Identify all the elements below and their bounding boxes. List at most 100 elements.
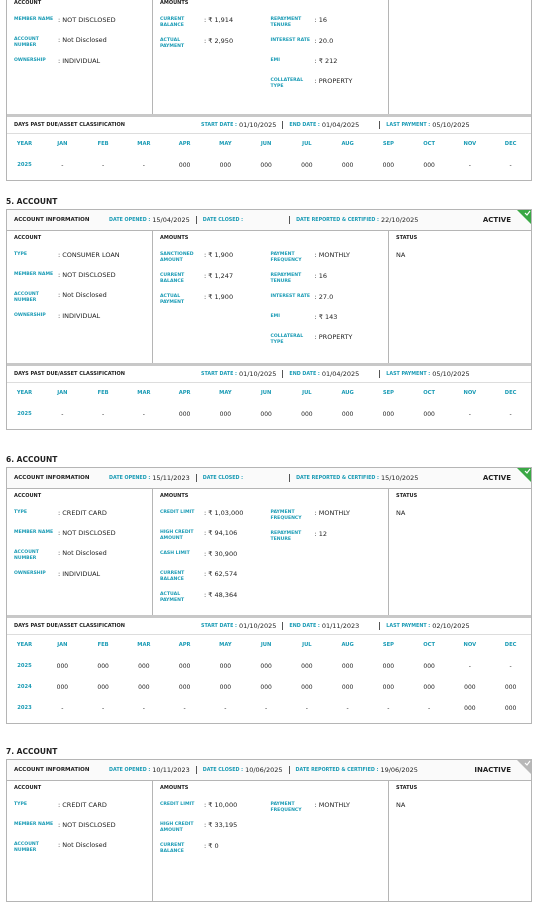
field-label: ACCOUNT NUMBER — [14, 37, 39, 48]
month-header: MAR — [137, 390, 151, 396]
field-value: MONTHLY — [315, 801, 350, 809]
field-label: SANCTIONED AMOUNT — [160, 252, 194, 263]
field-value: ₹ 1,900 — [204, 293, 233, 301]
field-label: REPAYMENT TENURE — [270, 17, 302, 28]
field: REPAYMENT TENURE 12 — [271, 530, 382, 543]
field-value: ₹ 10,000 — [204, 801, 237, 809]
dpd-value: - — [61, 411, 64, 418]
field-value: 16 — [315, 16, 327, 24]
field-label: HIGH CREDIT AMOUNT — [160, 822, 194, 833]
amounts-grid: CREDIT LIMIT ₹ 1,03,000 HIGH CREDIT AMOUNT… — [160, 509, 381, 612]
date-reported: 22/10/2025 — [380, 216, 419, 224]
field: INTEREST RATE 27.0 — [271, 293, 382, 305]
dpd-value: - — [61, 705, 64, 712]
separator — [289, 474, 291, 482]
dpd-value: 000 — [97, 684, 109, 691]
amounts-grid: CREDIT LIMIT ₹ 10,000 HIGH CREDIT AMOUNT ₹ … — [160, 801, 381, 863]
amounts-column: AMOUNTS CURRENT BALANCE ₹ 1,914 ACTUAL PAYM… — [153, 0, 389, 114]
field-value: INDIVIDUAL — [58, 57, 100, 65]
account-card: ACCOUNT MEMBER NAME NOT DISCLOSED ACCOUNT N… — [6, 0, 532, 181]
column-title: AMOUNTS — [160, 493, 189, 499]
dpd-value: 000 — [138, 663, 150, 670]
field-value: INDIVIDUAL — [58, 570, 100, 578]
month-header: JAN — [57, 141, 68, 147]
dpd-value: 000 — [423, 663, 435, 670]
status-column: STATUS NA — [389, 781, 531, 901]
field-label: MEMBER NAME — [14, 530, 54, 535]
column-title: STATUS — [396, 235, 418, 241]
field: REPAYMENT TENURE 16 — [271, 16, 382, 29]
separator — [288, 766, 290, 774]
field-label: PAYMENT FREQUENCY — [270, 802, 302, 813]
dpd-value: - — [305, 705, 308, 712]
separator — [195, 474, 197, 482]
field: CURRENT BALANCE ₹ 1,914 — [160, 16, 271, 29]
dpd-value: 000 — [423, 684, 435, 691]
field-value: ₹ 1,247 — [204, 272, 233, 280]
status-value: NA — [396, 509, 406, 517]
label: START DATE : — [201, 122, 237, 128]
field: HIGH CREDIT AMOUNT ₹ 33,195 — [160, 821, 271, 834]
dpd-value: 000 — [301, 411, 313, 418]
year: 2025 — [17, 411, 32, 417]
dpd-table: YEAR JAN FEB MAR APR MAY JUN JUL AUG SEP OCT NOV DEC… — [7, 383, 531, 429]
field-value: INDIVIDUAL — [58, 312, 100, 320]
field-label: PAYMENT FREQUENCY — [270, 252, 302, 263]
field: MEMBER NAME NOT DISCLOSED — [14, 821, 145, 833]
month-header: JUN — [260, 642, 272, 648]
field-value: ₹ 1,914 — [204, 16, 233, 24]
field-label: TYPE — [14, 802, 27, 807]
amounts-right: PAYMENT FREQUENCY MONTHLY — [271, 801, 382, 863]
month-header: AUG — [341, 141, 354, 147]
year-header: YEAR — [16, 390, 33, 396]
column-title: AMOUNTS — [160, 235, 189, 241]
dpd-value: - — [142, 162, 145, 169]
dpd-value: 000 — [423, 411, 435, 418]
dpd-value: 000 — [382, 684, 395, 691]
columns: ACCOUNT TYPE CONSUMER LOAN MEMBER NAME NOT D… — [7, 231, 531, 363]
separator — [379, 370, 381, 378]
field-label: REPAYMENT TENURE — [270, 531, 302, 542]
date-reported: 15/10/2025 — [380, 474, 419, 482]
field-value: 16 — [315, 272, 327, 280]
label: DATE REPORTED & CERTIFIED : — [296, 217, 379, 223]
field: TYPE CREDIT CARD — [14, 801, 145, 813]
month-header: AUG — [341, 390, 354, 396]
amounts-grid: CURRENT BALANCE ₹ 1,914 ACTUAL PAYMENT ₹ 2,… — [160, 16, 381, 98]
field: COLLATERAL TYPE PROPERTY — [271, 333, 382, 346]
field: COLLATERAL TYPE PROPERTY — [271, 77, 382, 90]
field: PAYMENT FREQUENCY MONTHLY — [271, 801, 382, 814]
amounts-right: PAYMENT FREQUENCY MONTHLY REPAYMENT TENURE… — [271, 509, 382, 612]
start-date: 01/10/2025 — [238, 121, 277, 129]
amounts-left: CURRENT BALANCE ₹ 1,914 ACTUAL PAYMENT ₹ 2,… — [160, 16, 271, 98]
field-value: ₹ 1,900 — [204, 251, 233, 259]
account-column: ACCOUNT TYPE CONSUMER LOAN MEMBER NAME NOT D… — [7, 231, 153, 363]
field-label: CURRENT BALANCE — [160, 843, 185, 854]
separator — [195, 766, 197, 774]
label: DATE REPORTED & CERTIFIED : — [296, 475, 379, 481]
field: PAYMENT FREQUENCY MONTHLY — [271, 509, 382, 522]
field-label: ACCOUNT NUMBER — [14, 550, 39, 561]
field-value: ₹ 2,950 — [204, 37, 233, 45]
field-value: ₹ 0 — [204, 842, 218, 850]
field-label: CURRENT BALANCE — [160, 273, 185, 284]
dpd-bar: DAYS PAST DUE/ASSET CLASSIFICATION START … — [7, 615, 531, 635]
dpd-value: 000 — [301, 663, 313, 670]
year: 2023 — [17, 705, 32, 711]
account-status: INACTIVE — [474, 766, 511, 774]
field: CASH LIMIT ₹ 30,900 — [160, 550, 271, 562]
dpd-value: 000 — [341, 663, 354, 670]
field-value: ₹ 94,106 — [204, 529, 237, 537]
field-value: Not Disclosed — [58, 36, 107, 44]
account-column: ACCOUNT TYPE CREDIT CARD MEMBER NAME NOT DIS… — [7, 781, 153, 901]
dpd-value: - — [61, 162, 64, 169]
field: INTEREST RATE 20.0 — [271, 37, 382, 49]
separator — [282, 370, 284, 378]
last-payment: 05/10/2025 — [432, 370, 470, 378]
amounts-column: AMOUNTS SANCTIONED AMOUNT ₹ 1,900 CURRENT B… — [153, 231, 389, 363]
dpd-value: 000 — [178, 684, 191, 691]
field-value: 12 — [315, 530, 327, 538]
month-header: JUL — [302, 390, 312, 396]
field-value: NOT DISCLOSED — [58, 821, 115, 829]
field-label: COLLATERAL TYPE — [270, 334, 304, 345]
